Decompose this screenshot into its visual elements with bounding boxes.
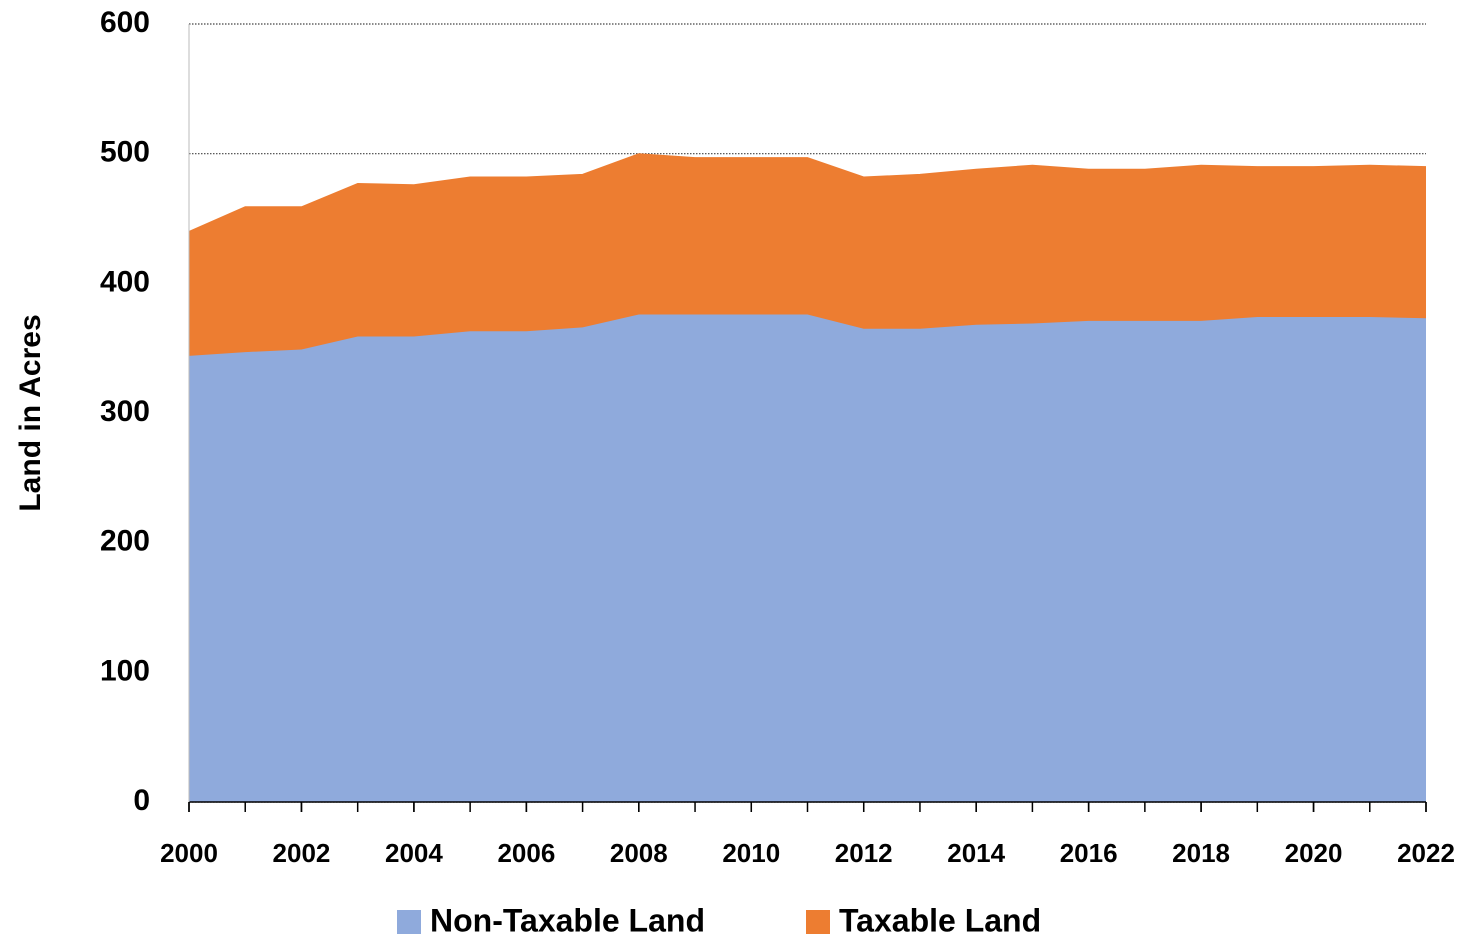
area [189,314,1426,802]
y-tick-label: 0 [133,784,150,817]
area-edge [188,153,1427,232]
legend-label: Non-Taxable Land [430,902,705,938]
areas [188,153,1427,802]
x-tick-label: 2010 [722,838,780,868]
y-tick-label: 600 [100,6,150,39]
area [189,153,1426,356]
x-tick-label: 2022 [1397,838,1455,868]
x-tick-label: 2006 [497,838,555,868]
x-tick-label: 2000 [160,838,218,868]
y-axis-label: Land in Acres [14,314,47,511]
y-tick-label: 400 [100,265,150,298]
x-tick-label: 2002 [273,838,331,868]
axes [188,24,1427,812]
x-tick-label: 2012 [835,838,893,868]
x-tick-label: 2004 [385,838,443,868]
x-tick-label: 2020 [1285,838,1343,868]
x-tick-label: 2016 [1060,838,1118,868]
legend-swatch [806,910,830,934]
x-tick-label: 2014 [947,838,1005,868]
legend-label: Taxable Land [839,902,1041,938]
x-tick-label: 2008 [610,838,668,868]
y-tick-label: 300 [100,395,150,428]
y-tick-label: 100 [100,654,150,687]
y-tick-label: 500 [100,136,150,169]
y-tick-label: 200 [100,525,150,558]
x-tick-label: 2018 [1172,838,1230,868]
legend-swatch [397,910,421,934]
